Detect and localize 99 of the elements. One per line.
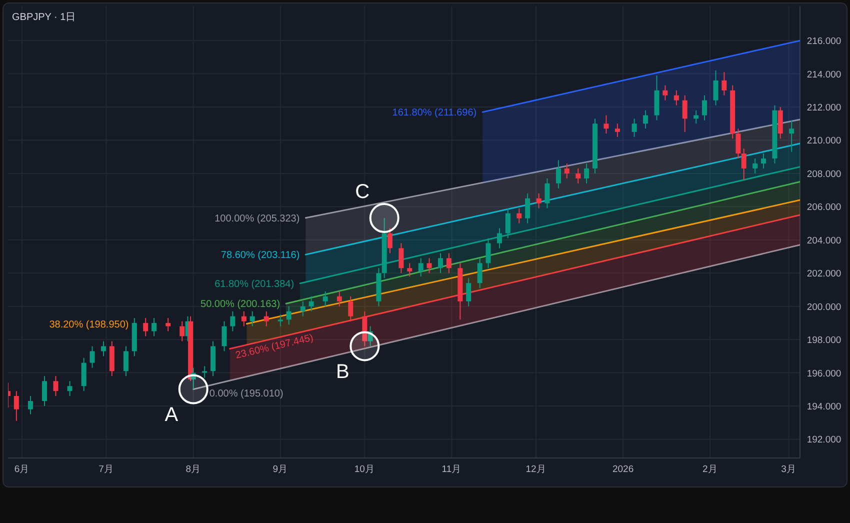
y-tick-label: 202.000: [806, 268, 842, 280]
text: GBPJPY · 1日: [12, 12, 76, 23]
y-tick-label: 196.000: [806, 368, 842, 380]
candlestick: [123, 346, 128, 377]
y-tick-label: 208.000: [806, 168, 842, 180]
candlestick: [418, 258, 424, 277]
text: 38.20% (198.950): [49, 319, 129, 330]
candlestick: [42, 376, 48, 407]
annotation: C: [355, 180, 370, 203]
candlestick: [387, 228, 392, 254]
candlestick: [438, 252, 444, 274]
candlestick: [67, 380, 72, 397]
candlestick: [722, 72, 727, 96]
y-tick-label: 200.000: [806, 302, 842, 313]
candlestick: [278, 314, 283, 327]
x-tick-label: 11月: [442, 464, 462, 475]
candlestick: [230, 310, 236, 332]
x-tick-label: 6月: [14, 464, 30, 475]
candlestick: [544, 178, 550, 209]
annotation: A: [164, 404, 179, 426]
y-tick-label: 206.000: [806, 202, 842, 214]
candlestick: [564, 162, 570, 179]
candlestick: [202, 366, 208, 378]
candlestick: [348, 296, 354, 322]
series-label: 61.80% (201.384): [214, 278, 294, 290]
candlestick: [614, 123, 620, 138]
series-label: 161.80% (211.696): [392, 108, 477, 119]
candlestick: [576, 168, 581, 184]
annotation: B: [336, 361, 350, 384]
candlestick: [789, 120, 794, 152]
series-label: 50.00% (200.163): [200, 299, 280, 310]
candlestick: [741, 148, 746, 181]
candlestick: [300, 300, 306, 317]
candlestick: [486, 238, 491, 269]
candlestick: [752, 158, 758, 174]
candlestick: [14, 390, 19, 422]
y-tick-label: 192.000: [806, 434, 842, 446]
candlestick: [190, 367, 196, 390]
candlestick: [682, 94, 688, 132]
candlestick: [760, 153, 766, 169]
candlestick: [308, 296, 314, 312]
x-tick-label: 7月: [98, 464, 114, 475]
candlestick: [604, 114, 609, 134]
candlestick: [250, 310, 255, 327]
candlestick: [466, 278, 472, 307]
candlestick: [28, 396, 33, 415]
x-tick-label: 2026: [612, 464, 634, 475]
candlestick: [264, 310, 269, 327]
x-tick-label: 9月: [272, 464, 288, 475]
candlestick: [694, 110, 699, 124]
candlestick: [477, 258, 482, 289]
candlestick: [536, 192, 542, 209]
x-tick-label: 12月: [526, 464, 546, 475]
candlestick: [736, 128, 741, 159]
y-tick-label: 210.000: [806, 136, 842, 147]
candlestick: [407, 262, 412, 277]
candlestick: [180, 320, 185, 342]
x-tick-label: 10月: [354, 464, 375, 475]
candlestick: [286, 306, 292, 326]
candlestick: [241, 310, 246, 327]
candlestick: [53, 376, 58, 397]
candlestick: [152, 317, 157, 337]
candlestick: [368, 326, 373, 347]
candlestick: [90, 346, 95, 368]
candlestick: [81, 357, 86, 392]
candlestick: [100, 340, 106, 357]
y-tick-label: 216.000: [806, 36, 842, 48]
y-tick-label: 198.000: [806, 335, 842, 346]
candlestick: [505, 208, 510, 239]
x-tick-label: 2月: [702, 464, 718, 475]
series-label: 78.60% (203.116): [220, 250, 300, 262]
x-tick-label: 8月: [186, 464, 202, 475]
candlestick: [556, 160, 561, 189]
candlestick: [662, 84, 668, 101]
candlestick: [426, 258, 432, 274]
candlestick: [166, 317, 171, 332]
candlestick: [713, 70, 718, 106]
candlestick: [398, 242, 404, 274]
candlestick: [643, 110, 648, 130]
candlestick: [778, 106, 783, 140]
series-label: 0.00% (195.010): [209, 388, 284, 400]
y-tick-label: 214.000: [806, 69, 842, 80]
candlestick: [336, 290, 342, 307]
candlestick: [222, 320, 227, 352]
candlestick: [516, 208, 522, 224]
x-tick-label: 3月: [781, 464, 796, 475]
candlestick: [525, 192, 530, 224]
candlestick: [674, 90, 679, 106]
series-label: 100.00% (205.323): [214, 213, 300, 224]
y-tick-label: 212.000: [806, 102, 842, 114]
y-tick-label: 194.000: [806, 402, 842, 413]
candlestick: [143, 317, 148, 337]
candlestick: [702, 94, 708, 121]
candlestick: [632, 118, 637, 138]
candlestick: [584, 162, 590, 184]
candlestick: [496, 228, 502, 249]
candlestick: [322, 290, 328, 307]
y-tick-label: 204.000: [806, 235, 842, 246]
candlestick: [446, 252, 452, 274]
